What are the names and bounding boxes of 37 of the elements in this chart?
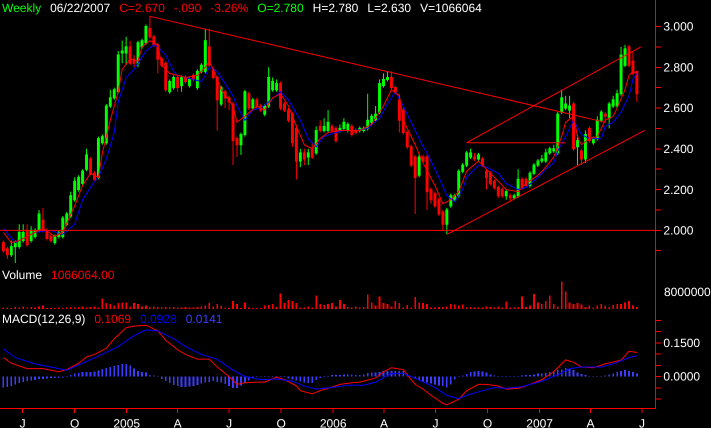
series-label: 1066064.00 bbox=[51, 268, 114, 282]
text: 0.0141 bbox=[186, 312, 222, 326]
annotation: -.090 bbox=[174, 1, 202, 15]
text: 8000000 bbox=[664, 285, 711, 299]
x-tick-label: A bbox=[174, 416, 182, 428]
x-tick-label: 2005 bbox=[113, 416, 140, 428]
y-tick-label: 2.200 bbox=[663, 182, 694, 197]
y-tick-label: 0.1500 bbox=[663, 336, 700, 350]
x-tick-label: J bbox=[432, 416, 439, 428]
annotation: 06/22/2007 bbox=[50, 1, 110, 15]
annotation: V=1066064 bbox=[420, 1, 482, 15]
x-tick-label: A bbox=[380, 416, 388, 428]
x-tick-label: O bbox=[482, 416, 492, 428]
x-tick-label: O bbox=[276, 416, 286, 428]
annotation: H=2.780 bbox=[312, 1, 358, 15]
annotation: C=2.670 bbox=[119, 1, 165, 15]
annotation: L=2.630 bbox=[367, 1, 412, 15]
series-label: 0.0928 bbox=[140, 312, 177, 326]
x-tick-label: J bbox=[226, 416, 232, 428]
series-label: 0.1069 bbox=[94, 312, 132, 326]
y-tick-label: 3.000 bbox=[663, 20, 694, 34]
annotation: -3.26% bbox=[210, 1, 248, 15]
x-tick-label: 2006 bbox=[320, 416, 347, 428]
y-tick-label: 2.600 bbox=[663, 101, 694, 116]
x-tick-label: A bbox=[586, 416, 595, 428]
y-tick-label: 2.000 bbox=[663, 224, 694, 238]
x-tick-label: O bbox=[70, 416, 80, 428]
y-tick-label: 2.800 bbox=[663, 60, 694, 74]
chart-title: Volume bbox=[2, 268, 42, 282]
x-tick-label: 2007 bbox=[526, 416, 554, 428]
y-tick-label: 2.400 bbox=[663, 142, 694, 156]
chart-title: Weekly bbox=[2, 1, 42, 15]
chart-title: MACD(12,26,9) bbox=[2, 312, 86, 326]
y-tick-label: 0.0000 bbox=[663, 370, 700, 384]
x-tick-label: J bbox=[20, 416, 26, 428]
annotation: O=2.780 bbox=[257, 1, 304, 15]
x-tick-label: J bbox=[638, 416, 645, 428]
